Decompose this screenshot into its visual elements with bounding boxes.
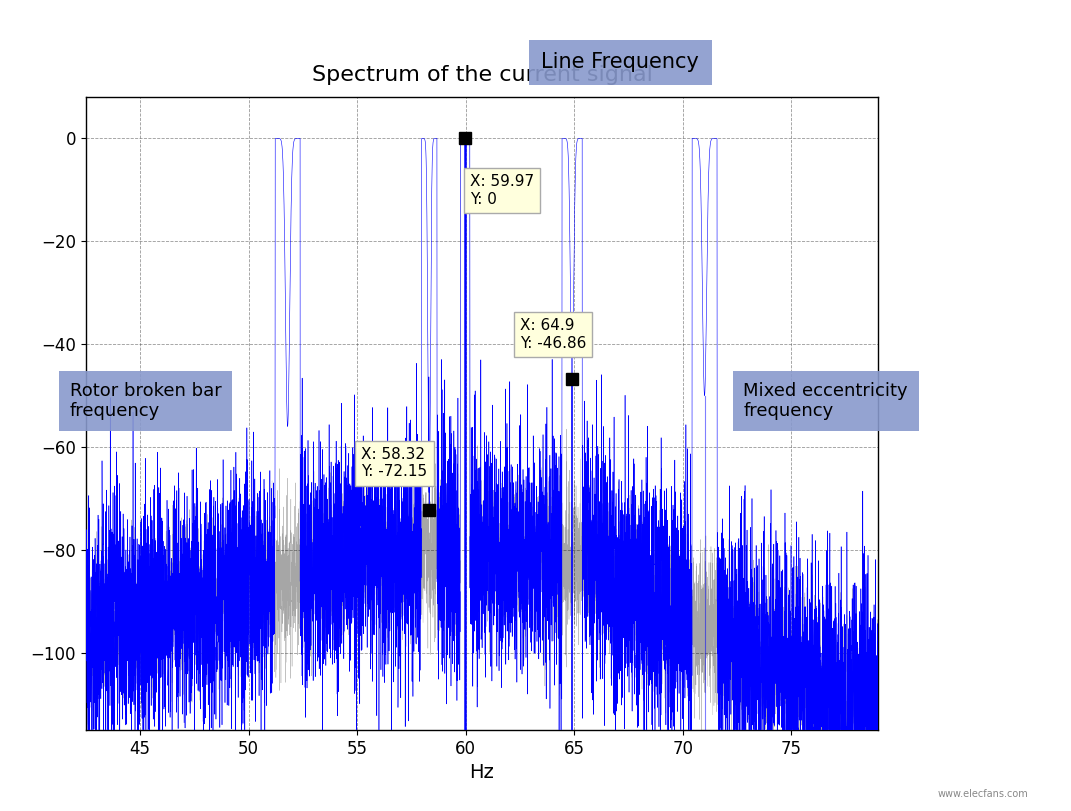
Text: Line Frequency: Line Frequency bbox=[541, 52, 699, 72]
Title: Spectrum of the current signal: Spectrum of the current signal bbox=[312, 65, 652, 84]
X-axis label: Hz: Hz bbox=[469, 763, 495, 782]
Text: Rotor broken bar
frequency: Rotor broken bar frequency bbox=[70, 381, 222, 420]
Text: X: 64.9
Y: -46.86: X: 64.9 Y: -46.86 bbox=[519, 319, 586, 351]
Text: X: 58.32
Y: -72.15: X: 58.32 Y: -72.15 bbox=[361, 447, 427, 479]
Text: Mixed eccentricity
frequency: Mixed eccentricity frequency bbox=[743, 381, 908, 420]
Text: www.elecfans.com: www.elecfans.com bbox=[937, 789, 1028, 799]
Text: X: 59.97
Y: 0: X: 59.97 Y: 0 bbox=[470, 174, 534, 207]
